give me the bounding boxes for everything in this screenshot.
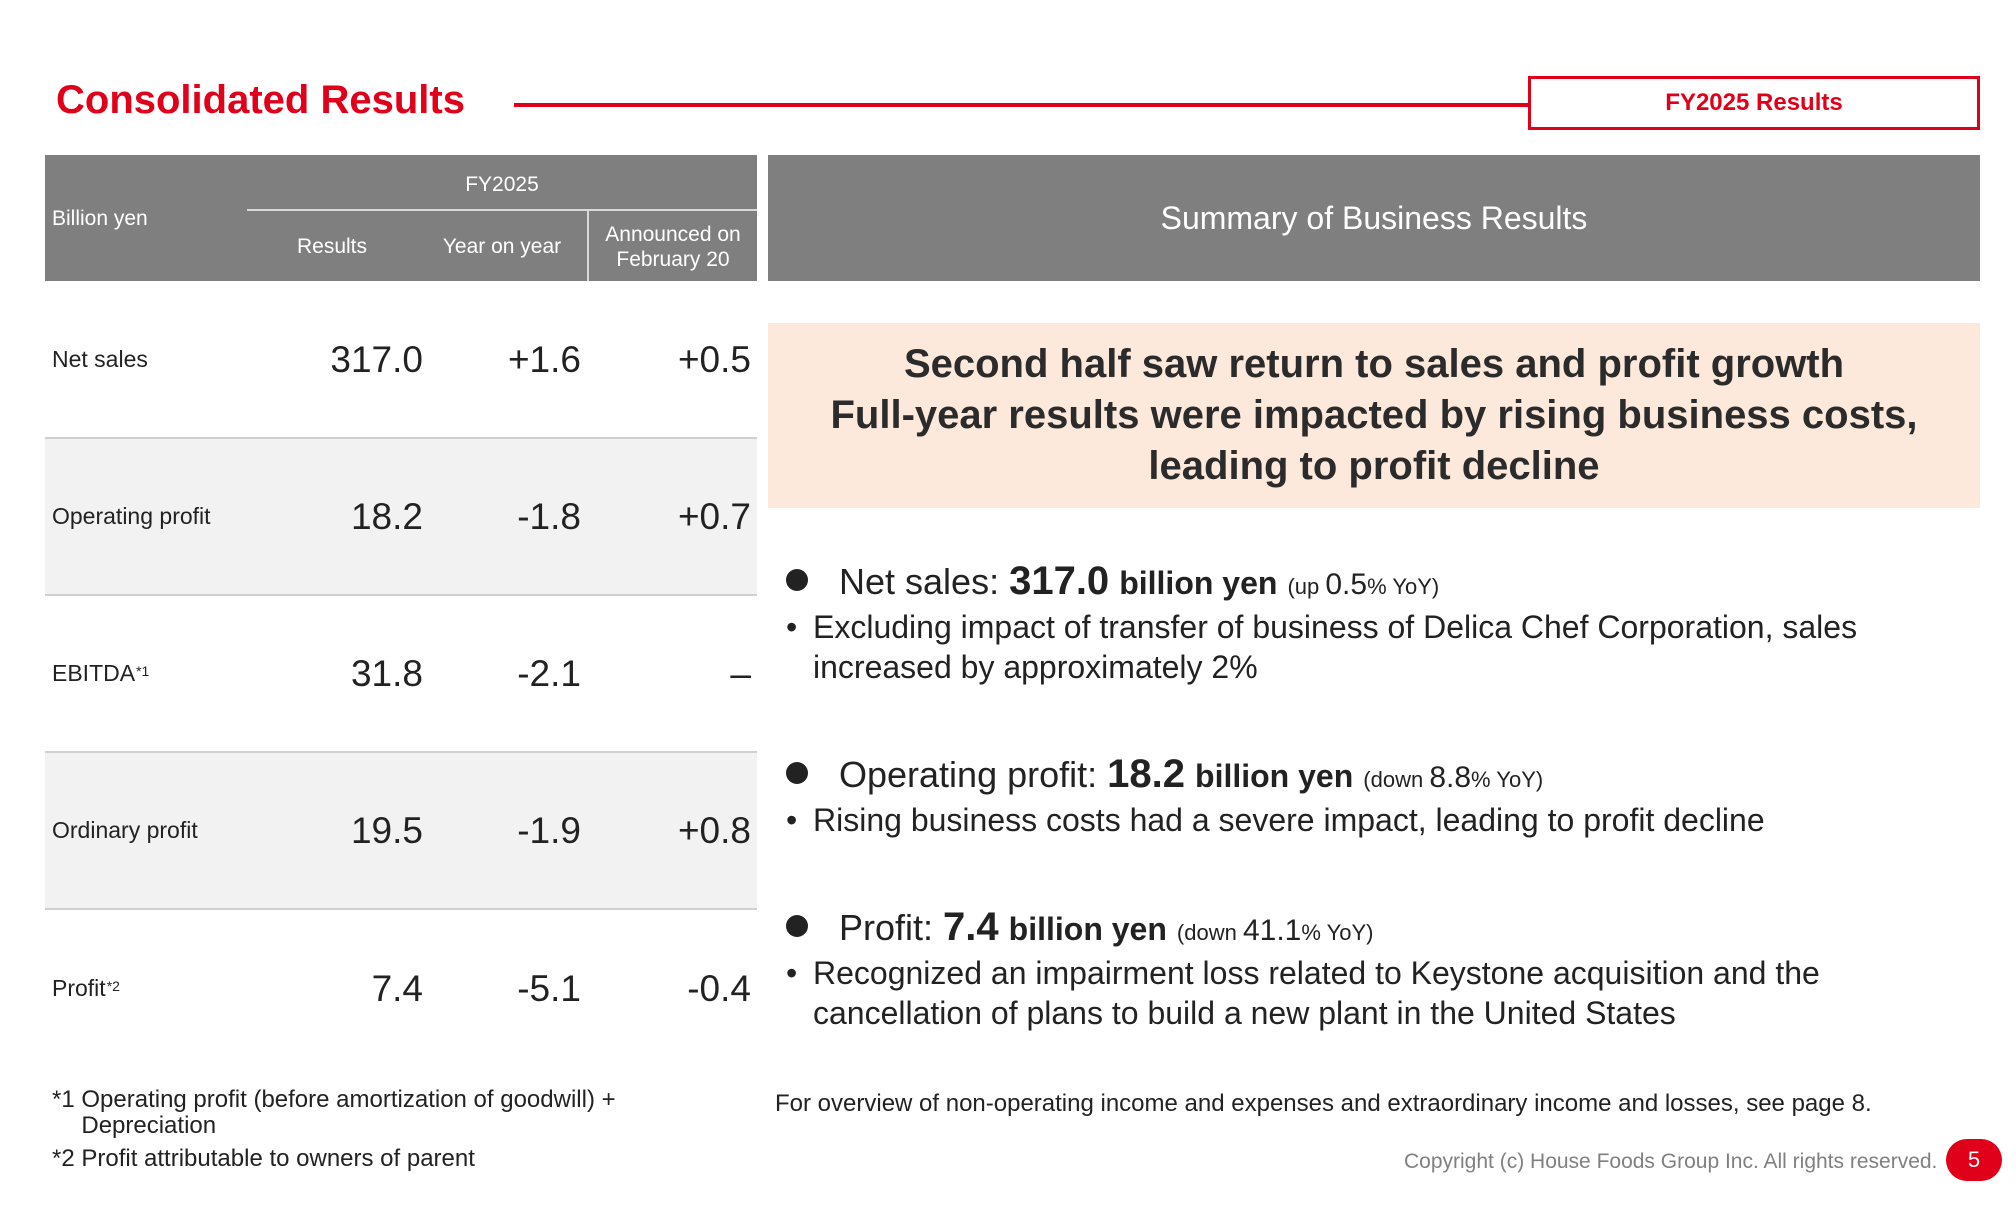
results-value: 19.5 — [350, 809, 423, 851]
summary-highlight: Second half saw return to sales and prof… — [768, 323, 1980, 508]
announced-value: +0.8 — [677, 809, 751, 851]
yoy-value: +1.6 — [507, 338, 581, 380]
unit-label: Billion yen — [52, 207, 148, 230]
announced-value: – — [730, 652, 751, 694]
title-divider — [514, 103, 1530, 107]
results-value: 18.2 — [350, 495, 423, 537]
announced-value: -0.4 — [687, 967, 751, 1009]
column-header-results: Results — [296, 235, 368, 258]
bullet-profit-detail: • Recognized an impairment loss related t… — [786, 955, 1820, 1031]
header-column-divider — [587, 211, 589, 281]
announced-value: +0.7 — [677, 495, 751, 537]
column-header-announced: Announced on February 20 — [605, 223, 741, 271]
bullet-dot-icon — [786, 915, 808, 938]
yoy-value: -5.1 — [517, 967, 581, 1009]
page-number-badge: 5 — [1946, 1139, 2002, 1181]
page-title: Consolidated Results — [56, 78, 465, 122]
yoy-value: -1.9 — [517, 809, 581, 851]
results-value: 317.0 — [330, 338, 423, 380]
section-badge: FY2025 Results — [1528, 76, 1980, 130]
bullet-operating-profit: Operating profit: 18.2 billion yen (down… — [786, 752, 1543, 797]
period-label: FY2025 — [465, 173, 539, 196]
yoy-value: -1.8 — [517, 495, 581, 537]
table-row-ebitda: EBITDA *1 31.8 -2.1 – — [45, 596, 757, 753]
row-label: Operating profit — [52, 503, 211, 529]
row-label: Net sales — [52, 346, 148, 372]
footnote-mark: *2 — [106, 977, 120, 994]
announced-value: +0.5 — [677, 338, 751, 380]
row-label: EBITDA *1 — [52, 660, 150, 686]
overview-note: For overview of non-operating income and… — [775, 1090, 1872, 1117]
results-value: 31.8 — [350, 652, 423, 694]
bullet-dot-icon — [786, 762, 808, 785]
summary-heading: Summary of Business Results — [768, 155, 1980, 281]
copyright-text: Copyright (c) House Foods Group Inc. All… — [1404, 1150, 1938, 1173]
footnote-mark: *1 — [136, 662, 150, 679]
table-row-ordinary-profit: Ordinary profit 19.5 -1.9 +0.8 — [45, 753, 757, 910]
bullet-operating-profit-detail: • Rising business costs had a severe impa… — [786, 802, 1765, 838]
bullet-profit: Profit: 7.4 billion yen (down 41.1% YoY) — [786, 905, 1374, 950]
row-label: Profit *2 — [52, 975, 120, 1001]
header-divider — [247, 209, 757, 211]
bullet-dot-icon — [786, 569, 808, 592]
footnote-2: *2 Profit attributable to owners of pare… — [52, 1145, 475, 1172]
results-table-header: Billion yen FY2025 Results Year on year … — [45, 155, 757, 281]
table-row-profit: Profit *2 7.4 -5.1 -0.4 — [45, 910, 757, 1067]
footnote-1: *1 Operating profit (before amortization… — [52, 1086, 616, 1139]
results-value: 7.4 — [371, 967, 423, 1009]
column-header-yoy: Year on year — [442, 235, 562, 258]
table-row-net-sales: Net sales 317.0 +1.6 +0.5 — [45, 282, 757, 439]
yoy-value: -2.1 — [517, 652, 581, 694]
bullet-net-sales: Net sales: 317.0 billion yen (up 0.5% Yo… — [786, 559, 1439, 604]
row-label: Ordinary profit — [52, 817, 198, 843]
table-row-operating-profit: Operating profit 18.2 -1.8 +0.7 — [45, 439, 757, 596]
bullet-net-sales-detail: • Excluding impact of transfer of busines… — [786, 609, 1858, 685]
